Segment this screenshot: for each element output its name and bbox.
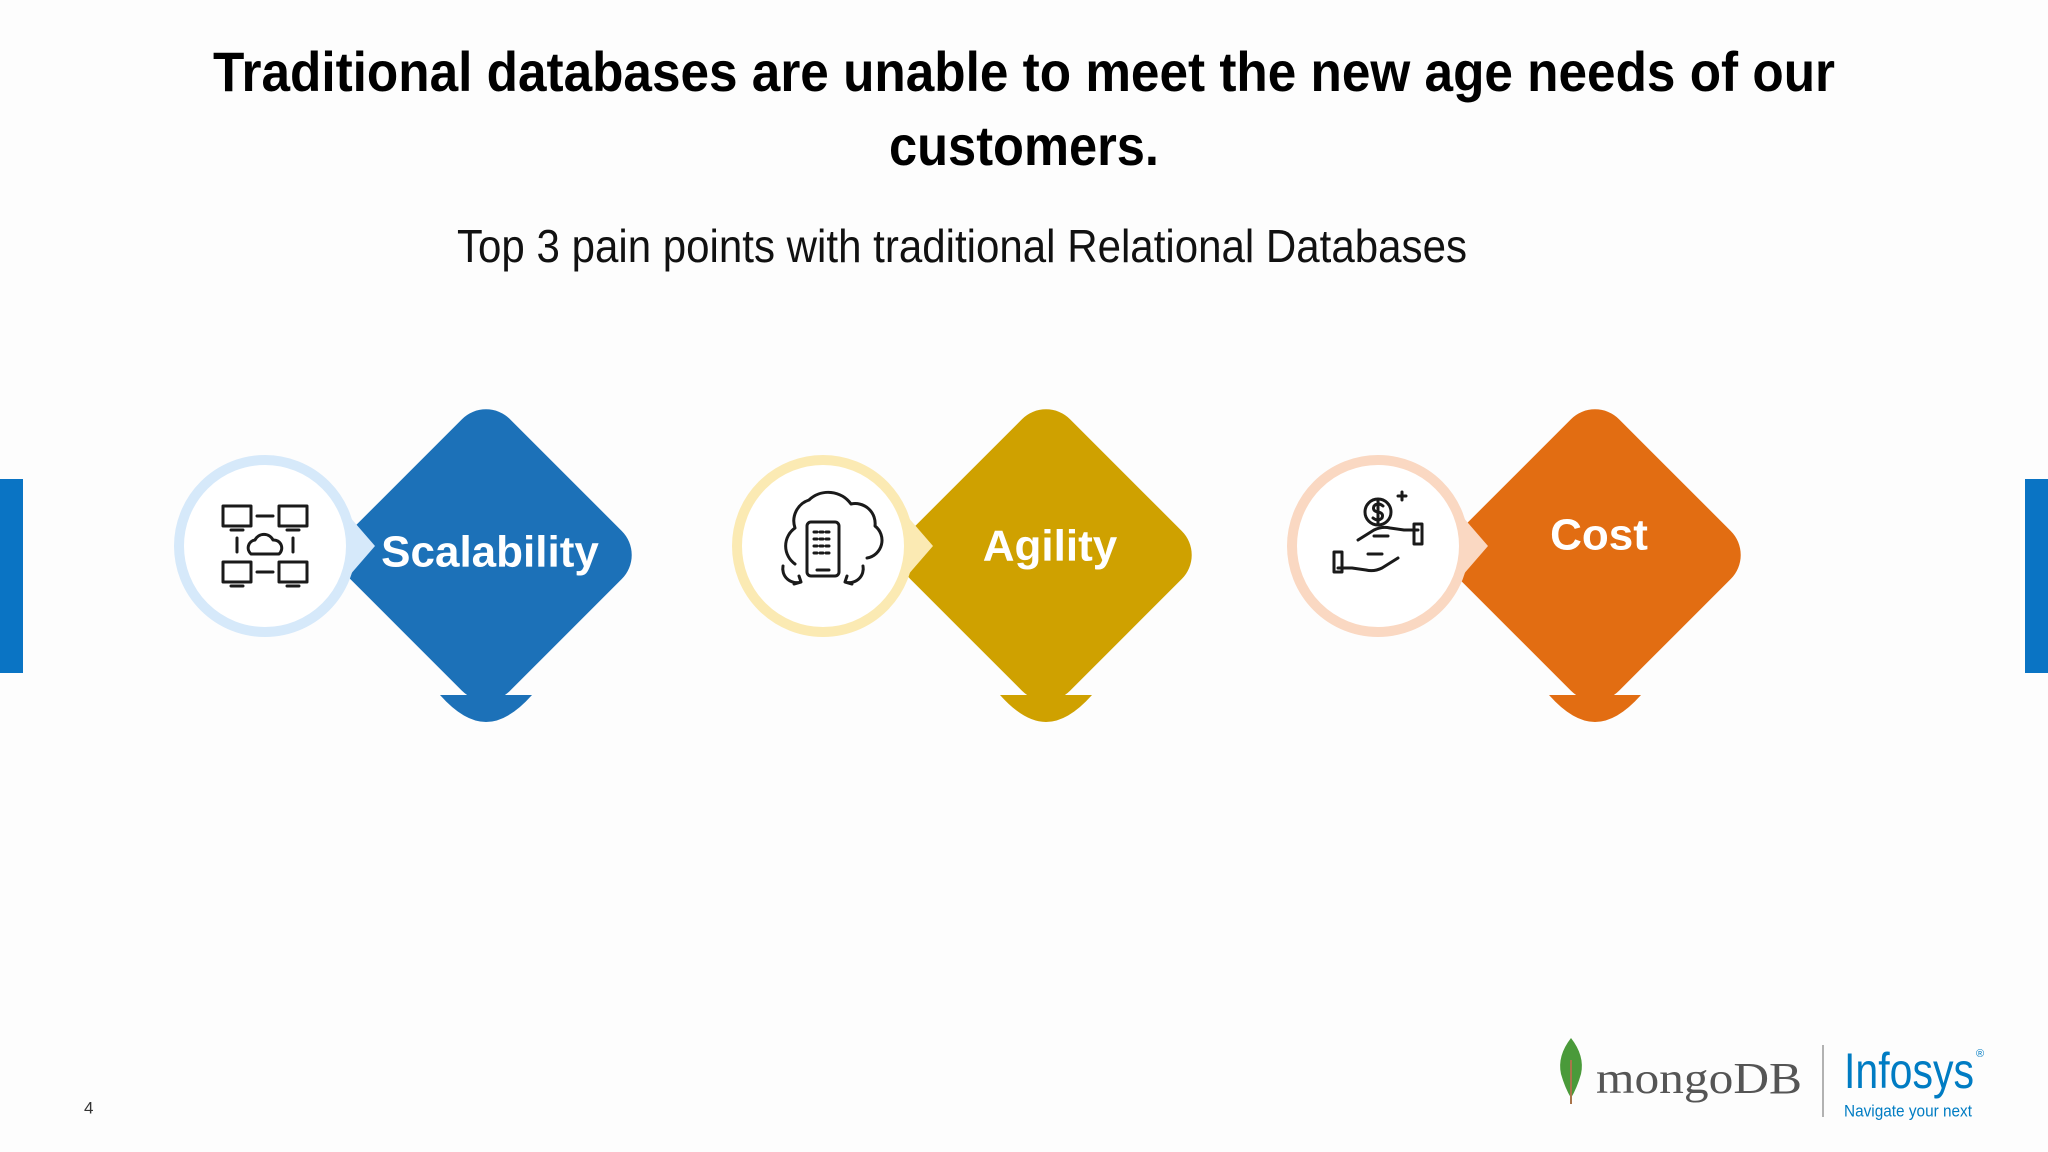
- pain-point-label: Cost: [1550, 511, 1648, 560]
- diamond-tip: [1000, 695, 1092, 722]
- icon-stroke: [1412, 522, 1424, 546]
- title-line: Traditional databases are unable to meet…: [213, 40, 1835, 103]
- ring-pointer: [1462, 516, 1488, 576]
- registered-mark: ®: [1976, 1048, 1984, 1060]
- icon-stroke: [1396, 490, 1408, 502]
- diamond: [340, 409, 632, 701]
- subtitle: Top 3 pain points with traditional Relat…: [457, 220, 1467, 272]
- pain-point: Scalability: [174, 409, 632, 722]
- pain-point-label: Scalability: [381, 528, 599, 577]
- icon-stroke: [812, 530, 834, 555]
- icon-ring: [1287, 455, 1469, 637]
- ring-pointer: [349, 516, 375, 576]
- infosys-logo: Infosys: [1844, 1043, 1974, 1099]
- icon-stroke: [221, 560, 253, 584]
- icon-stroke: [843, 564, 865, 586]
- icon-stroke: [1332, 550, 1344, 574]
- diamond: [1449, 409, 1741, 701]
- cloud-phone-icon: [781, 490, 884, 586]
- icon-stroke: [1356, 525, 1420, 542]
- diamond-tip: [440, 695, 532, 722]
- diamond: [900, 409, 1192, 701]
- icon-stroke: [1371, 498, 1385, 526]
- icon-ring: [174, 455, 356, 637]
- icon-stroke: [1336, 556, 1400, 573]
- infosys-tagline: Navigate your next: [1844, 1101, 1972, 1120]
- icon-stroke: [805, 520, 841, 578]
- pain-point: Agility: [732, 409, 1192, 722]
- pain-point-label: Agility: [983, 522, 1118, 571]
- pain-points: Scalability Agility Cost: [174, 409, 1741, 722]
- icon-stroke: [784, 490, 884, 566]
- money-hands-icon: [1332, 490, 1424, 574]
- network-icon: [221, 504, 309, 588]
- icon-stroke: [781, 564, 803, 586]
- ring-pointer: [907, 516, 933, 576]
- icon-stroke: [221, 504, 253, 528]
- page-number: 4: [84, 1098, 93, 1117]
- diamond-tip: [1549, 695, 1641, 722]
- mongodb-logo: mongoDB: [1596, 1054, 1802, 1103]
- icon-stroke: [277, 504, 309, 528]
- pain-point: Cost: [1287, 409, 1741, 722]
- title-line: customers.: [889, 114, 1159, 177]
- icon-stroke: [277, 560, 309, 584]
- side-bar: [0, 479, 23, 673]
- side-bar: [2025, 479, 2048, 673]
- icon-stroke: [246, 532, 284, 556]
